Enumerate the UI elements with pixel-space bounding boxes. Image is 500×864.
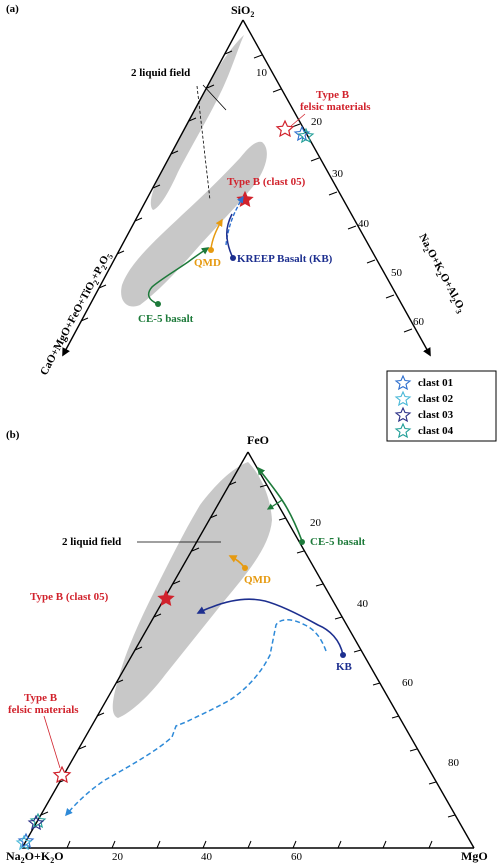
right-axis-ticks (253, 54, 413, 333)
bottom-ticks-b (66, 840, 433, 849)
type-b-felsic-leader-b (43, 715, 61, 769)
two-liquid-field-lower (121, 141, 267, 307)
two-liquid-leader-a2 (196, 85, 211, 201)
right-side-ticks-b (259, 484, 456, 818)
type-b-felsic-star-b (52, 765, 72, 784)
right-tick-20: 20 (311, 116, 323, 128)
kb-point-b (340, 652, 346, 658)
two-liquid-label-a: 2 liquid field (131, 67, 190, 79)
type-b-clast-star-b (157, 589, 175, 606)
ce5-path-a (147, 247, 210, 305)
right-tick-b-60: 60 (402, 677, 414, 689)
legend-star-clast-02 (394, 390, 412, 407)
right-side-axis (242, 19, 431, 357)
two-liquid-leader-a1 (202, 84, 227, 111)
two-liquid-field-upper (150, 35, 244, 210)
right-tick-b-80: 80 (448, 757, 460, 769)
left-axis-title: CaO+MgO+FeO+TiO2+P2O5 (38, 250, 115, 378)
right-tick-30: 30 (332, 168, 344, 180)
apex-na2o-k2o-label: Na2O+K2O (6, 849, 64, 864)
clast-03-star-b (27, 814, 45, 831)
legend: clast 01 clast 02 clast 03 clast 04 (386, 370, 497, 442)
legend-label-clast-03: clast 03 (418, 409, 454, 421)
clast-evolution-path-b (65, 619, 327, 817)
qmd-label-a: QMD (194, 257, 221, 269)
ce5-point-b (299, 539, 305, 545)
legend-item-clast-02: clast 02 (394, 390, 454, 407)
legend-star-clast-04 (394, 422, 412, 439)
right-tick-40: 40 (358, 218, 370, 230)
apex-mgo-label: MgO (461, 849, 488, 863)
legend-star-clast-01 (394, 374, 412, 391)
legend-item-clast-01: clast 01 (394, 374, 453, 391)
clast-02-star-b (15, 834, 33, 851)
legend-label-clast-04: clast 04 (418, 425, 454, 437)
right-tick-50: 50 (391, 267, 403, 279)
clast-04-star-a (297, 127, 315, 144)
qmd-point-a (208, 247, 214, 253)
kreep-label-a: KREEP Basalt (KB) (237, 253, 333, 265)
type-b-clast-label-b: Type B (clast 05) (30, 591, 109, 603)
type-b-felsic-leader-a (290, 113, 306, 127)
qmd-label-b: QMD (244, 574, 271, 586)
kreep-point-a (230, 255, 236, 261)
legend-star-clast-03 (394, 406, 412, 423)
right-axis-title: Na2O+K2O+Al2O3 (415, 232, 468, 316)
right-tick-60: 60 (413, 316, 425, 328)
panel-a: (a) SiO2 (6, 3, 468, 378)
type-b-felsic-star-a (275, 119, 295, 138)
bottom-tick-40: 40 (201, 851, 213, 863)
kb-label-b: KB (336, 661, 353, 673)
left-axis-ticks (80, 50, 233, 322)
left-side-ticks-b (40, 481, 237, 816)
clast-04-star-b (29, 812, 47, 829)
bottom-tick-20: 20 (112, 851, 124, 863)
qmd-point-b (242, 565, 248, 571)
panel-a-label: (a) (6, 3, 19, 15)
legend-item-clast-03: clast 03 (394, 406, 454, 423)
legend-label-clast-02: clast 02 (418, 393, 454, 405)
ce5-label-b: CE-5 basalt (310, 536, 366, 548)
panel-b-label: (b) (6, 429, 20, 441)
bottom-tick-60: 60 (291, 851, 303, 863)
legend-box (386, 370, 497, 442)
legend-item-clast-04: clast 04 (394, 422, 454, 439)
kreep-path-a (226, 213, 234, 259)
panel-b: (b) FeO (6, 429, 488, 864)
ce5-path-b-side (266, 499, 283, 510)
qmd-path-a (210, 218, 223, 250)
two-liquid-field-b (112, 462, 272, 718)
right-tick-b-40: 40 (357, 598, 369, 610)
type-b-clast-label-a: Type B (clast 05) (227, 176, 306, 188)
right-tick-10: 10 (256, 67, 268, 79)
two-liquid-label-b: 2 liquid field (62, 536, 121, 548)
ce5-label-a: CE-5 basalt (138, 313, 194, 325)
apex-sio2-label: SiO2 (231, 3, 254, 19)
kb-path-b (196, 598, 344, 656)
ce5-point-a (155, 301, 161, 307)
right-tick-b-20: 20 (310, 517, 322, 529)
apex-feo-label: FeO (247, 433, 269, 447)
clast-01-star-b (17, 832, 35, 849)
legend-label-clast-01: clast 01 (418, 377, 453, 389)
